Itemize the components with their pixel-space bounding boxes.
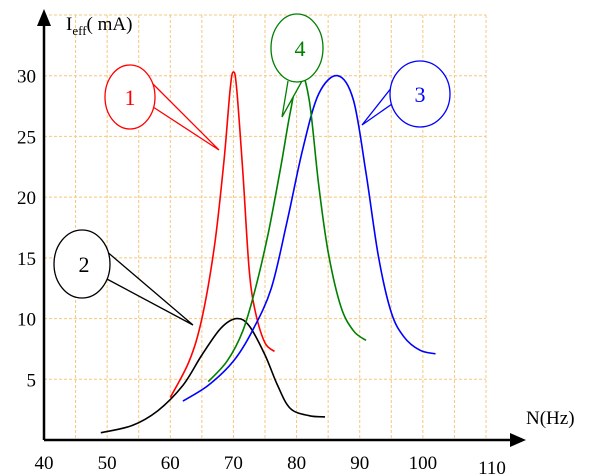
callout-label: 3 <box>415 82 426 107</box>
x-tick-label: 50 <box>98 453 117 474</box>
x-tick-label: 40 <box>35 453 54 474</box>
callout-label: 2 <box>79 252 90 277</box>
curves <box>100 71 436 434</box>
y-axis-arrow <box>37 9 51 26</box>
callout-bubble <box>270 13 324 83</box>
axes: 40 50 60 70 80 90 100 110 5 10 15 20 25 30 <box>17 9 526 476</box>
y-tick-label: 20 <box>17 188 36 209</box>
y-tick-label: 5 <box>27 370 37 391</box>
callout-pointer <box>361 86 393 126</box>
x-tick-label: 80 <box>287 453 306 474</box>
callout-label: 4 <box>295 36 306 61</box>
y-axis-label-unit: ( mA) <box>87 14 133 35</box>
series-curve-4 <box>207 71 367 383</box>
callout-bubble <box>53 229 111 299</box>
callout-3: 3 <box>361 60 451 128</box>
y-tick-label: 30 <box>17 67 36 88</box>
x-tick-label: 60 <box>161 453 180 474</box>
x-tick-label: 110 <box>478 458 506 476</box>
series-curve-2 <box>100 317 326 434</box>
x-axis-label: N(Hz) <box>526 408 575 429</box>
y-axis-label: Ieff( mA) <box>66 14 132 38</box>
callout-1: 1 <box>104 64 220 151</box>
callout-pointer <box>281 80 303 118</box>
y-tick-label: 10 <box>17 310 36 331</box>
callout-label: 1 <box>125 85 136 110</box>
y-axis-label-symbol: I <box>66 14 72 35</box>
callout-bubble <box>389 60 451 128</box>
x-tick-label: 90 <box>350 453 369 474</box>
series-curve-3 <box>182 74 436 402</box>
callout-bubble <box>104 64 156 130</box>
x-tick-label: 100 <box>409 453 438 474</box>
callout-pointer <box>104 249 194 326</box>
labels: Ieff( mA) N(Hz) <box>66 14 575 429</box>
callout-4: 4 <box>270 13 324 118</box>
x-axis-arrow <box>510 433 526 447</box>
annotations: 1 2 3 4 <box>53 13 451 326</box>
y-tick-label: 15 <box>17 249 36 270</box>
x-tick-label: 70 <box>224 453 243 474</box>
series-curve-1 <box>169 71 276 398</box>
callout-pointer <box>149 82 220 151</box>
y-axis-label-subscript: eff <box>72 23 87 38</box>
y-tick-label: 25 <box>17 127 36 148</box>
callout-2: 2 <box>53 229 194 326</box>
